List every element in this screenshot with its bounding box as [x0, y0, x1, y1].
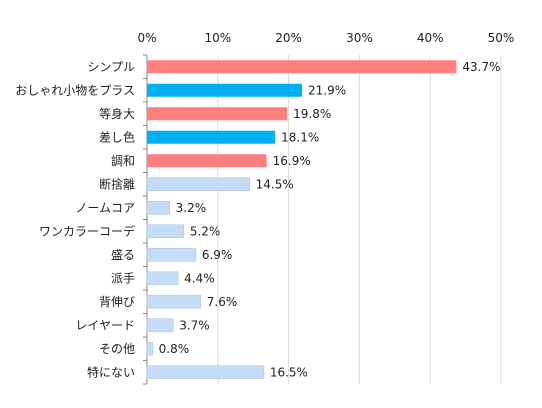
value-label: 6.9% [202, 248, 233, 262]
value-label: 3.2% [176, 201, 207, 215]
x-tick-label: 10% [204, 31, 231, 45]
category-label: 等身大 [99, 106, 135, 121]
bar [146, 271, 179, 286]
category-label: 調和 [111, 154, 135, 168]
value-label: 14.5% [256, 177, 294, 191]
bar [146, 365, 265, 380]
category-label: 盛る [111, 247, 135, 262]
bar [146, 224, 185, 239]
category-label: 差し色 [99, 130, 135, 144]
bar [147, 107, 288, 121]
category-label: ワンカラーコーデ [39, 223, 135, 238]
value-label: 21.9% [308, 83, 346, 97]
x-tick-label: 50% [488, 31, 515, 45]
value-label: 18.1% [281, 130, 319, 144]
category-label: 派手 [111, 271, 135, 285]
value-label: 0.8% [159, 342, 190, 356]
bar [146, 177, 250, 192]
bar [147, 130, 276, 144]
x-tick-label: 20% [275, 31, 302, 45]
category-label: 特にない [87, 364, 135, 379]
bar [146, 200, 170, 215]
bar [147, 83, 303, 97]
bar [147, 154, 267, 168]
value-label: 5.2% [190, 224, 221, 238]
category-label: おしゃれ小物をプラス [15, 83, 135, 97]
x-tick-label: 0% [137, 31, 156, 45]
value-label: 16.5% [270, 365, 308, 379]
category-label: シンプル [87, 60, 135, 74]
category-label: 断捨離 [99, 176, 135, 191]
category-label: レイヤード [75, 318, 135, 332]
bar [147, 60, 457, 74]
category-label: 背伸び [99, 295, 135, 309]
value-label: 16.9% [273, 154, 311, 168]
category-label: ノームコア [75, 201, 135, 215]
bar [146, 341, 153, 356]
bar [146, 294, 202, 309]
value-label: 3.7% [179, 318, 210, 332]
value-label: 7.6% [207, 295, 238, 309]
value-label: 43.7% [462, 60, 500, 74]
bar [146, 318, 174, 333]
x-tick-label: 30% [346, 31, 373, 45]
value-label: 4.4% [184, 271, 215, 285]
value-label: 19.8% [293, 107, 331, 121]
category-label: その他 [99, 342, 135, 356]
x-tick-label: 40% [417, 31, 444, 45]
bar [146, 247, 197, 262]
